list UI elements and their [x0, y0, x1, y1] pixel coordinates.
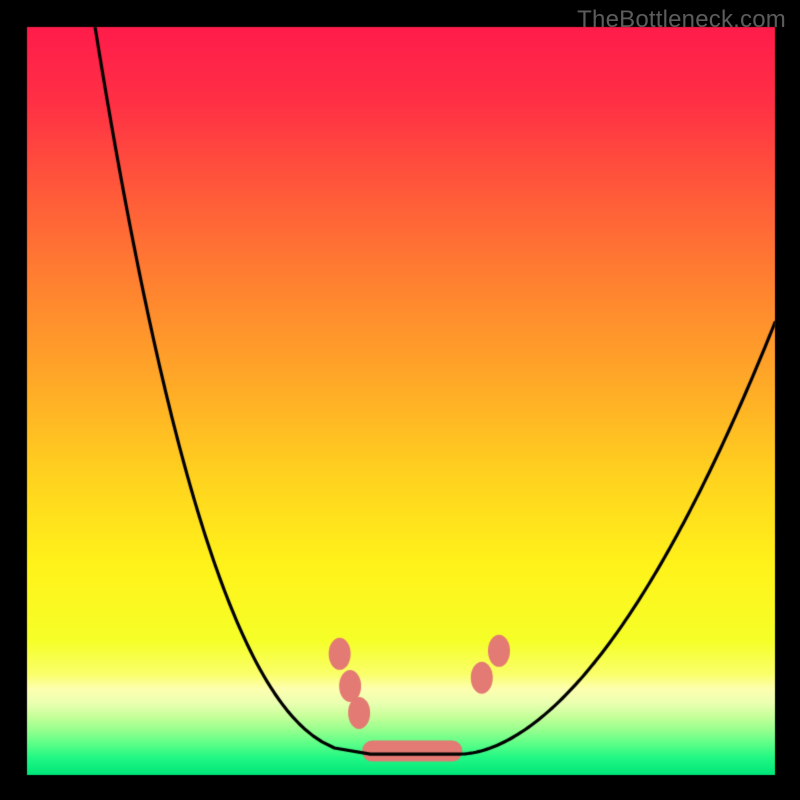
- chart-container: TheBottleneck.com: [0, 0, 800, 800]
- watermark-text: TheBottleneck.com: [577, 6, 786, 34]
- bottleneck-curve: [0, 0, 800, 800]
